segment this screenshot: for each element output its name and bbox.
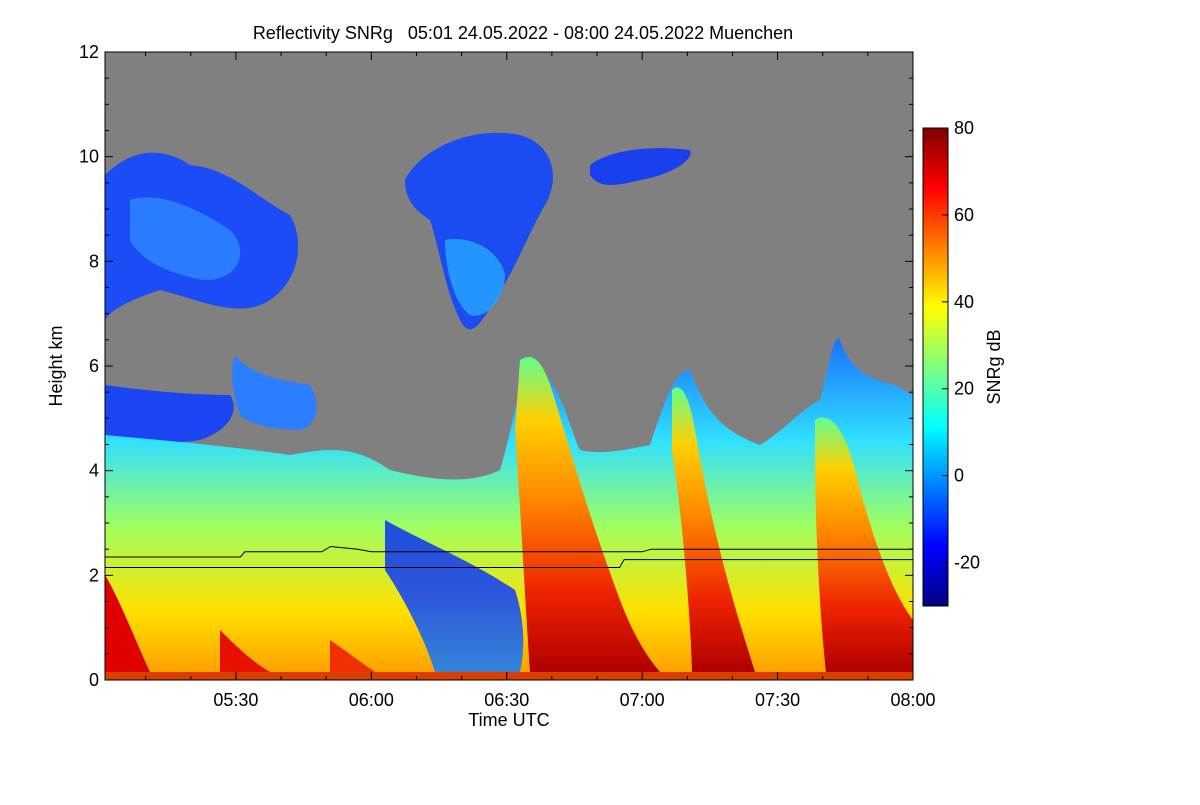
reflectivity-field [105,132,913,680]
y-tick-label: 2 [89,565,99,585]
surface-echo-2 [220,630,270,672]
convective-cell-2 [672,387,755,672]
y-axis-label: Height km [46,325,66,406]
colorbar-ticks: -20 0 20 40 60 80 [942,118,980,573]
convective-cell-1 [515,356,660,672]
boundary-line-lower [105,559,913,568]
y-axis-ticks: 0 2 4 6 8 10 12 [79,42,913,690]
colorbar-tick-label: 20 [954,379,974,399]
cirrus-patch-1-core [130,197,241,280]
y-tick-label: 12 [79,42,99,62]
colorbar-label: SNRg dB [984,329,1004,404]
y-tick-label: 4 [89,461,99,481]
surface-echo-1 [105,575,150,672]
colorbar-tick-label: 0 [954,466,964,486]
surface-echo-3 [330,640,375,672]
cirrus-patch-2-core [445,239,505,316]
midlevel-layer-2 [232,355,317,430]
colorbar-tick-label: 80 [954,118,974,138]
chart-title: Reflectivity SNRg 05:01 24.05.2022 - 08:… [253,23,793,43]
x-tick-label: 06:30 [484,690,529,710]
colorbar-tick-label: -20 [954,553,980,573]
colorbar [922,127,949,607]
x-axis-ticks: 05:30 06:00 06:30 07:00 07:30 08:00 [145,52,936,710]
x-tick-label: 07:00 [620,690,665,710]
x-tick-label: 06:00 [349,690,394,710]
midlevel-layer-1 [105,385,234,443]
colorbar-tick-label: 60 [954,205,974,225]
colorbar-tick-label: 40 [954,292,974,312]
x-tick-label: 05:30 [213,690,258,710]
y-tick-label: 10 [79,147,99,167]
ground-clutter [105,672,913,680]
x-tick-label: 07:30 [755,690,800,710]
y-tick-label: 6 [89,356,99,376]
weak-return-zone [385,520,524,672]
y-tick-label: 8 [89,251,99,271]
cirrus-patch-2 [405,132,553,330]
convective-cell-3 [815,417,913,672]
x-axis-label: Time UTC [468,710,549,730]
x-tick-label: 08:00 [890,690,935,710]
y-tick-label: 0 [89,670,99,690]
cirrus-patch-3 [590,148,691,185]
boundary-line-upper [105,545,913,558]
